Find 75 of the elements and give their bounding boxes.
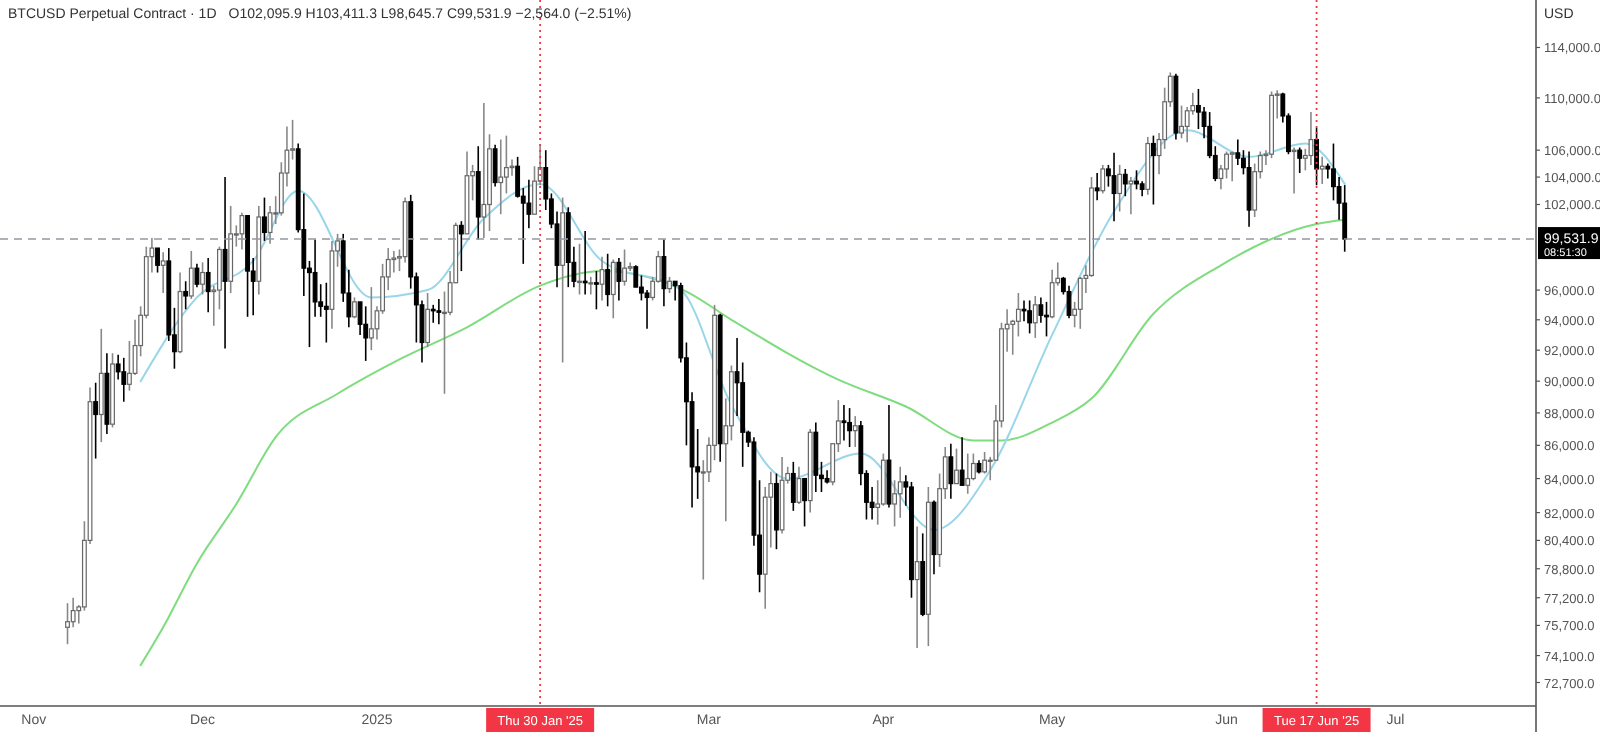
candlestick (1122, 168, 1128, 198)
candlestick (1229, 150, 1235, 182)
candlestick (914, 525, 920, 649)
candlestick (352, 296, 357, 320)
candlestick (1145, 136, 1151, 196)
candlestick (239, 212, 245, 251)
candlestick (1308, 111, 1314, 166)
candlestick (200, 261, 205, 296)
candlestick (661, 238, 667, 308)
candlestick (1319, 156, 1325, 185)
candlestick (813, 421, 819, 493)
candlestick (1128, 176, 1134, 216)
candlestick (577, 242, 582, 296)
candlestick (965, 452, 971, 495)
candlestick (982, 451, 988, 475)
candlestick (897, 466, 903, 519)
candlestick (593, 270, 599, 311)
candlestick (188, 250, 194, 300)
candlestick (948, 442, 954, 500)
candlestick (160, 251, 166, 294)
candlestick (622, 248, 627, 287)
candlestick (492, 144, 498, 188)
candlestick (605, 252, 611, 308)
candlestick (498, 138, 504, 216)
candlestick (1111, 152, 1117, 222)
candlestick (228, 205, 234, 294)
candlestick (323, 281, 329, 344)
candlestick (841, 404, 847, 442)
candlestick (610, 258, 616, 320)
candlestick (1094, 172, 1100, 202)
candlestick (852, 415, 858, 448)
candlestick (1100, 164, 1106, 195)
candlestick (1179, 104, 1184, 140)
candlestick (1027, 299, 1033, 335)
candlestick (1297, 146, 1303, 174)
candlestick (1291, 146, 1297, 195)
candlestick (959, 436, 965, 487)
candlestick (458, 220, 464, 272)
candlestick (588, 276, 594, 296)
candlestick (774, 472, 779, 550)
candlestick (1195, 88, 1201, 130)
candlestick (368, 286, 374, 351)
candlestick (616, 257, 622, 302)
candlestick (205, 257, 211, 314)
candlestick (262, 196, 267, 242)
candlestick (847, 407, 853, 448)
candlestick (1150, 134, 1156, 206)
candlestick (222, 176, 228, 350)
candlestick (475, 145, 481, 241)
candlestick (436, 298, 442, 326)
candlestick (954, 447, 959, 485)
candlestick (599, 255, 605, 302)
candlestick (796, 466, 802, 505)
candlestick (1246, 150, 1252, 228)
candlestick (1117, 164, 1123, 213)
candlestick (121, 357, 127, 403)
candlestick (363, 305, 369, 362)
candlestick (93, 381, 99, 460)
candlestick (790, 461, 796, 512)
candlestick (183, 280, 189, 311)
candlestick (425, 292, 431, 348)
candlestick (1049, 268, 1055, 320)
candlestick (155, 247, 160, 274)
line-series (139, 129, 1346, 531)
candlestick (98, 328, 104, 443)
candlestick (65, 602, 70, 645)
candlestick (481, 102, 487, 239)
candlestick (1134, 169, 1139, 191)
candlestick (1235, 138, 1241, 166)
candlestick (886, 404, 892, 509)
candlestick (802, 477, 807, 528)
candlestick (1032, 295, 1038, 339)
candlestick (582, 230, 588, 296)
candlestick (1342, 184, 1348, 253)
candlestick (194, 263, 200, 288)
